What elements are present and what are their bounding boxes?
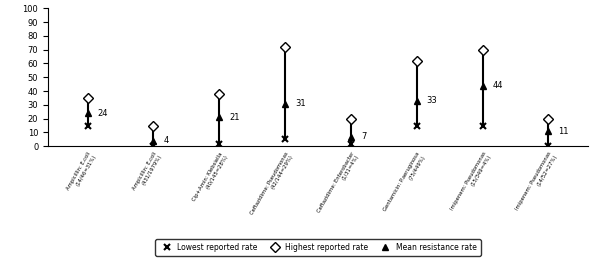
Text: 33: 33 [427, 96, 437, 105]
Legend: Lowest reported rate, Highest reported rate, Mean resistance rate: Lowest reported rate, Highest reported r… [155, 239, 481, 256]
Text: 11: 11 [559, 127, 569, 136]
Text: 44: 44 [493, 81, 503, 90]
Text: 24: 24 [97, 109, 108, 118]
Text: 7: 7 [361, 132, 366, 141]
Text: 31: 31 [295, 99, 305, 108]
Text: 4: 4 [163, 136, 169, 145]
Text: 21: 21 [229, 113, 239, 122]
